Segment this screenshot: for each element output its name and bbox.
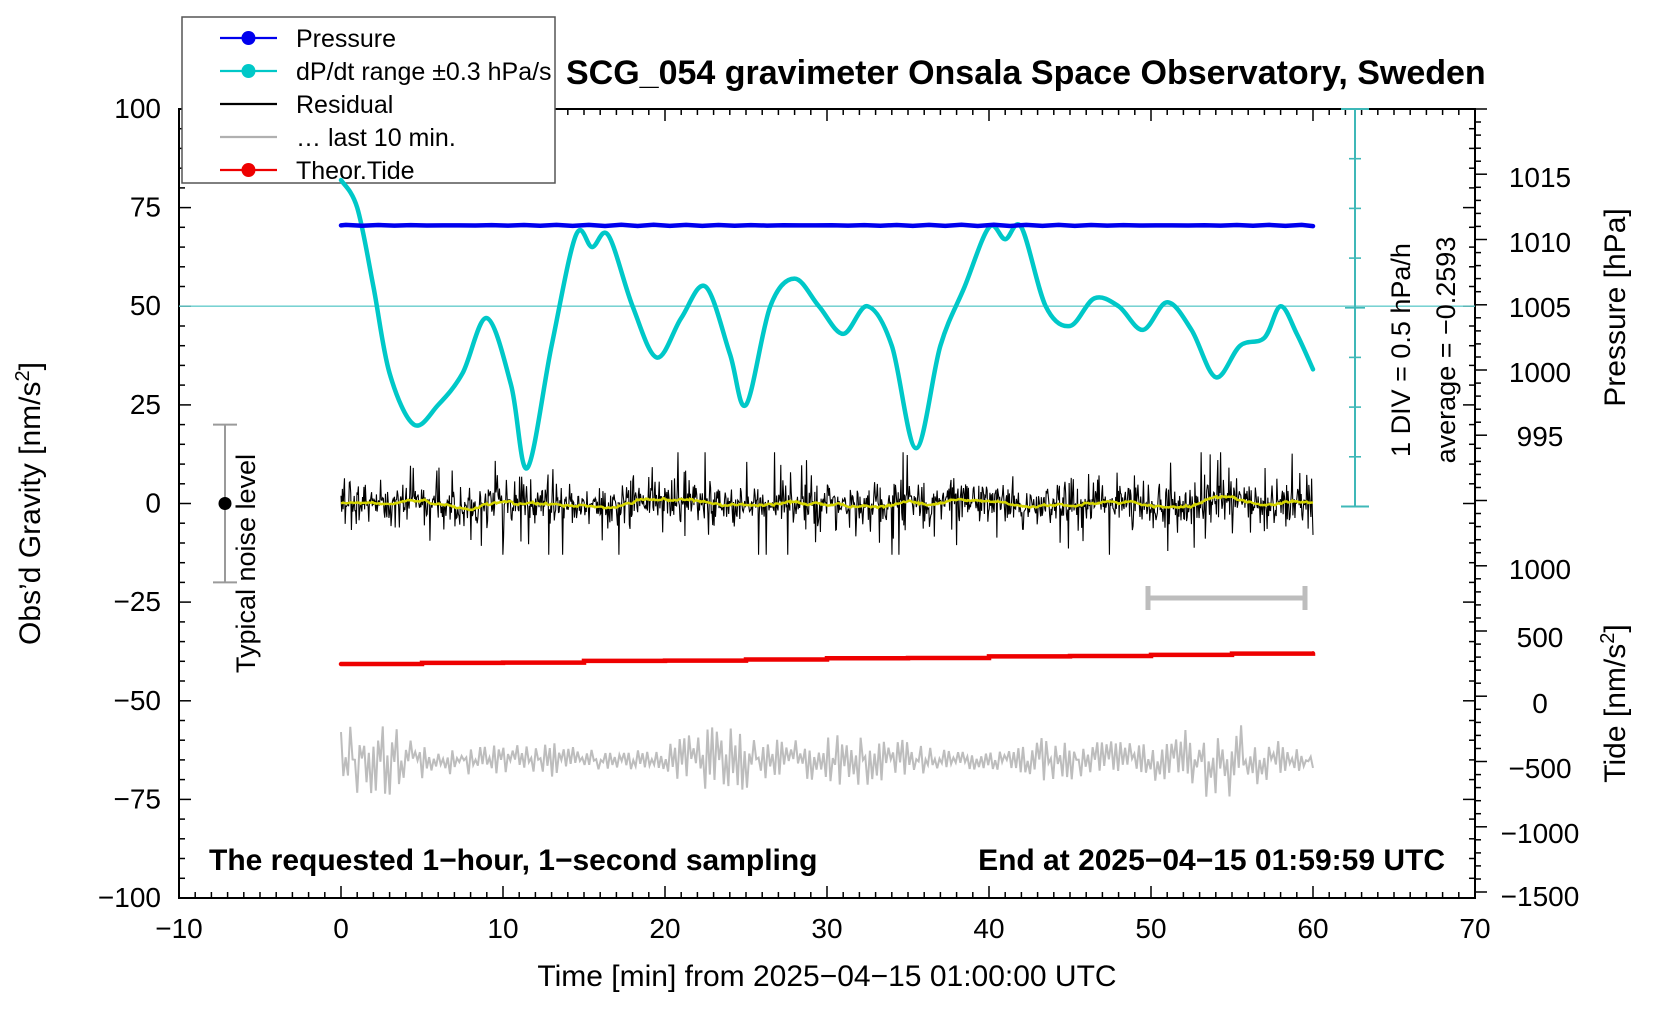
- svg-text:30: 30: [811, 913, 842, 944]
- svg-text:500: 500: [1517, 622, 1564, 653]
- svg-text:−1000: −1000: [1501, 818, 1580, 849]
- svg-text:75: 75: [130, 192, 161, 223]
- svg-text:−75: −75: [114, 783, 162, 814]
- svg-text:average = −0.2593: average = −0.2593: [1431, 237, 1461, 464]
- svg-text:Obs’d Gravity [nm/s2]: Obs’d Gravity [nm/s2]: [12, 362, 47, 645]
- svg-text:−25: −25: [114, 586, 162, 617]
- svg-text:−500: −500: [1508, 753, 1571, 784]
- svg-text:1005: 1005: [1509, 292, 1571, 323]
- svg-text:1000: 1000: [1509, 554, 1571, 585]
- svg-text:10: 10: [487, 913, 518, 944]
- svg-text:−10: −10: [155, 913, 203, 944]
- svg-text:Typical noise level: Typical noise level: [231, 454, 261, 673]
- svg-text:1000: 1000: [1509, 357, 1571, 388]
- svg-text:70: 70: [1459, 913, 1490, 944]
- svg-text:dP/dt range ±0.3 hPa/s: dP/dt range ±0.3 hPa/s: [296, 58, 552, 86]
- svg-text:−50: −50: [114, 685, 162, 716]
- svg-text:SCG_054 gravimeter Onsala Spac: SCG_054 gravimeter Onsala Space Observat…: [566, 54, 1486, 92]
- svg-text:Pressure [hPa]: Pressure [hPa]: [1599, 208, 1632, 406]
- svg-text:End at 2025−04−15 01:59:59 UTC: End at 2025−04−15 01:59:59 UTC: [978, 844, 1445, 877]
- svg-text:25: 25: [130, 389, 161, 420]
- svg-text:1010: 1010: [1509, 227, 1571, 258]
- svg-text:−100: −100: [98, 882, 161, 913]
- svg-text:0: 0: [1532, 688, 1548, 719]
- svg-text:1 DIV = 0.5 hPa/h: 1 DIV = 0.5 hPa/h: [1386, 243, 1416, 457]
- svg-text:Tide [nm/s2]: Tide [nm/s2]: [1597, 624, 1632, 782]
- svg-text:20: 20: [649, 913, 680, 944]
- svg-text:Pressure: Pressure: [296, 25, 396, 53]
- svg-text:Theor.Tide: Theor.Tide: [296, 157, 415, 185]
- svg-text:Residual: Residual: [296, 91, 393, 119]
- svg-text:60: 60: [1297, 913, 1328, 944]
- svg-text:100: 100: [114, 93, 161, 124]
- svg-text:995: 995: [1517, 421, 1564, 452]
- svg-text:40: 40: [973, 913, 1004, 944]
- svg-text:0: 0: [145, 488, 161, 519]
- svg-text:50: 50: [130, 290, 161, 321]
- svg-text:1015: 1015: [1509, 162, 1571, 193]
- svg-text:Time [min] from 2025−04−15 01:: Time [min] from 2025−04−15 01:00:00 UTC: [537, 960, 1116, 993]
- svg-text:… last 10 min.: … last 10 min.: [296, 124, 456, 152]
- svg-text:The requested 1−hour, 1−second: The requested 1−hour, 1−second sampling: [209, 844, 818, 877]
- svg-text:0: 0: [333, 913, 349, 944]
- svg-text:50: 50: [1135, 913, 1166, 944]
- svg-text:−1500: −1500: [1501, 881, 1580, 912]
